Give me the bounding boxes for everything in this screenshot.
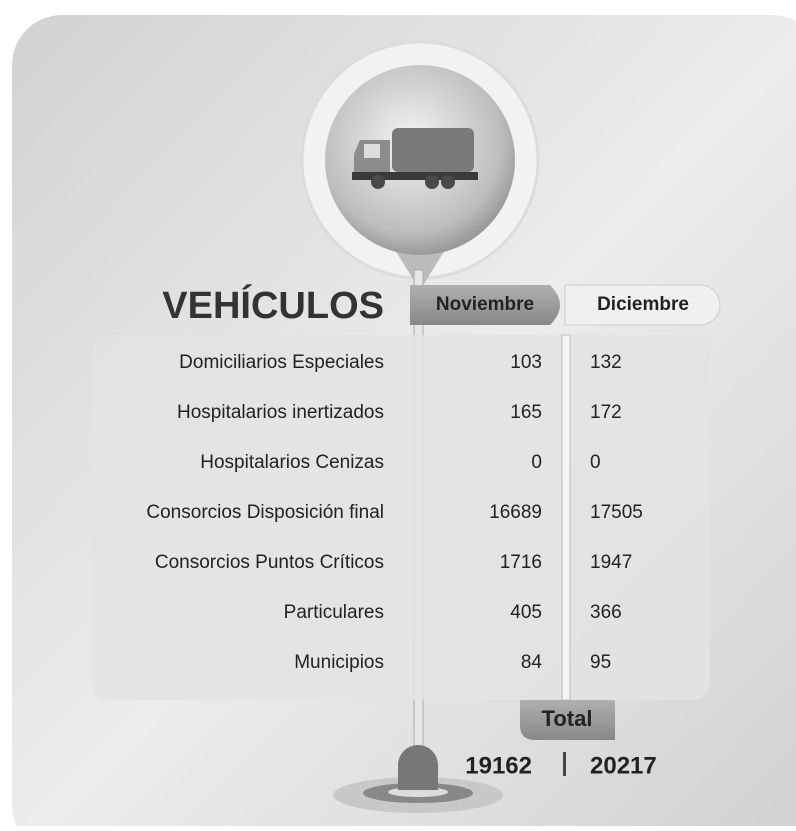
- cell-value: 165: [510, 402, 542, 423]
- cell-value: 132: [590, 352, 622, 373]
- cell-value: 0: [531, 452, 542, 473]
- tab-total: [520, 700, 615, 740]
- total-divider: [563, 752, 566, 776]
- row-label: Municipios: [294, 652, 384, 673]
- row-label: Hospitalarios inertizados: [177, 402, 384, 423]
- row-label: Consorcios Disposición final: [146, 502, 384, 523]
- truck-icon: [352, 128, 478, 189]
- cell-value: 366: [590, 602, 622, 623]
- table-panel: [92, 335, 710, 700]
- cell-value: 17505: [590, 502, 643, 523]
- row-label: Hospitalarios Cenizas: [200, 452, 384, 473]
- cell-value: 103: [510, 352, 542, 373]
- total-label: Total: [542, 706, 593, 731]
- total-value: 19162: [465, 752, 532, 779]
- pin-foot: [398, 745, 438, 790]
- row-label: Domiciliarios Especiales: [179, 352, 384, 373]
- title: VEHÍCULOS: [162, 283, 384, 327]
- column-header: Diciembre: [597, 294, 689, 315]
- column-divider: [561, 334, 571, 701]
- cell-value: 16689: [489, 502, 542, 523]
- cell-value: 172: [590, 402, 622, 423]
- cell-value: 84: [521, 652, 543, 673]
- row-label: Consorcios Puntos Críticos: [155, 552, 384, 573]
- row-label: Particulares: [284, 602, 384, 623]
- tab-nov: [410, 285, 560, 325]
- cell-value: 1716: [500, 552, 542, 573]
- cell-value: 405: [510, 602, 542, 623]
- tab-dic: [564, 284, 721, 326]
- column-header: Noviembre: [436, 294, 534, 315]
- cell-value: 95: [590, 652, 611, 673]
- total-value: 20217: [590, 752, 657, 779]
- cell-value: 0: [590, 452, 601, 473]
- cell-value: 1947: [590, 552, 632, 573]
